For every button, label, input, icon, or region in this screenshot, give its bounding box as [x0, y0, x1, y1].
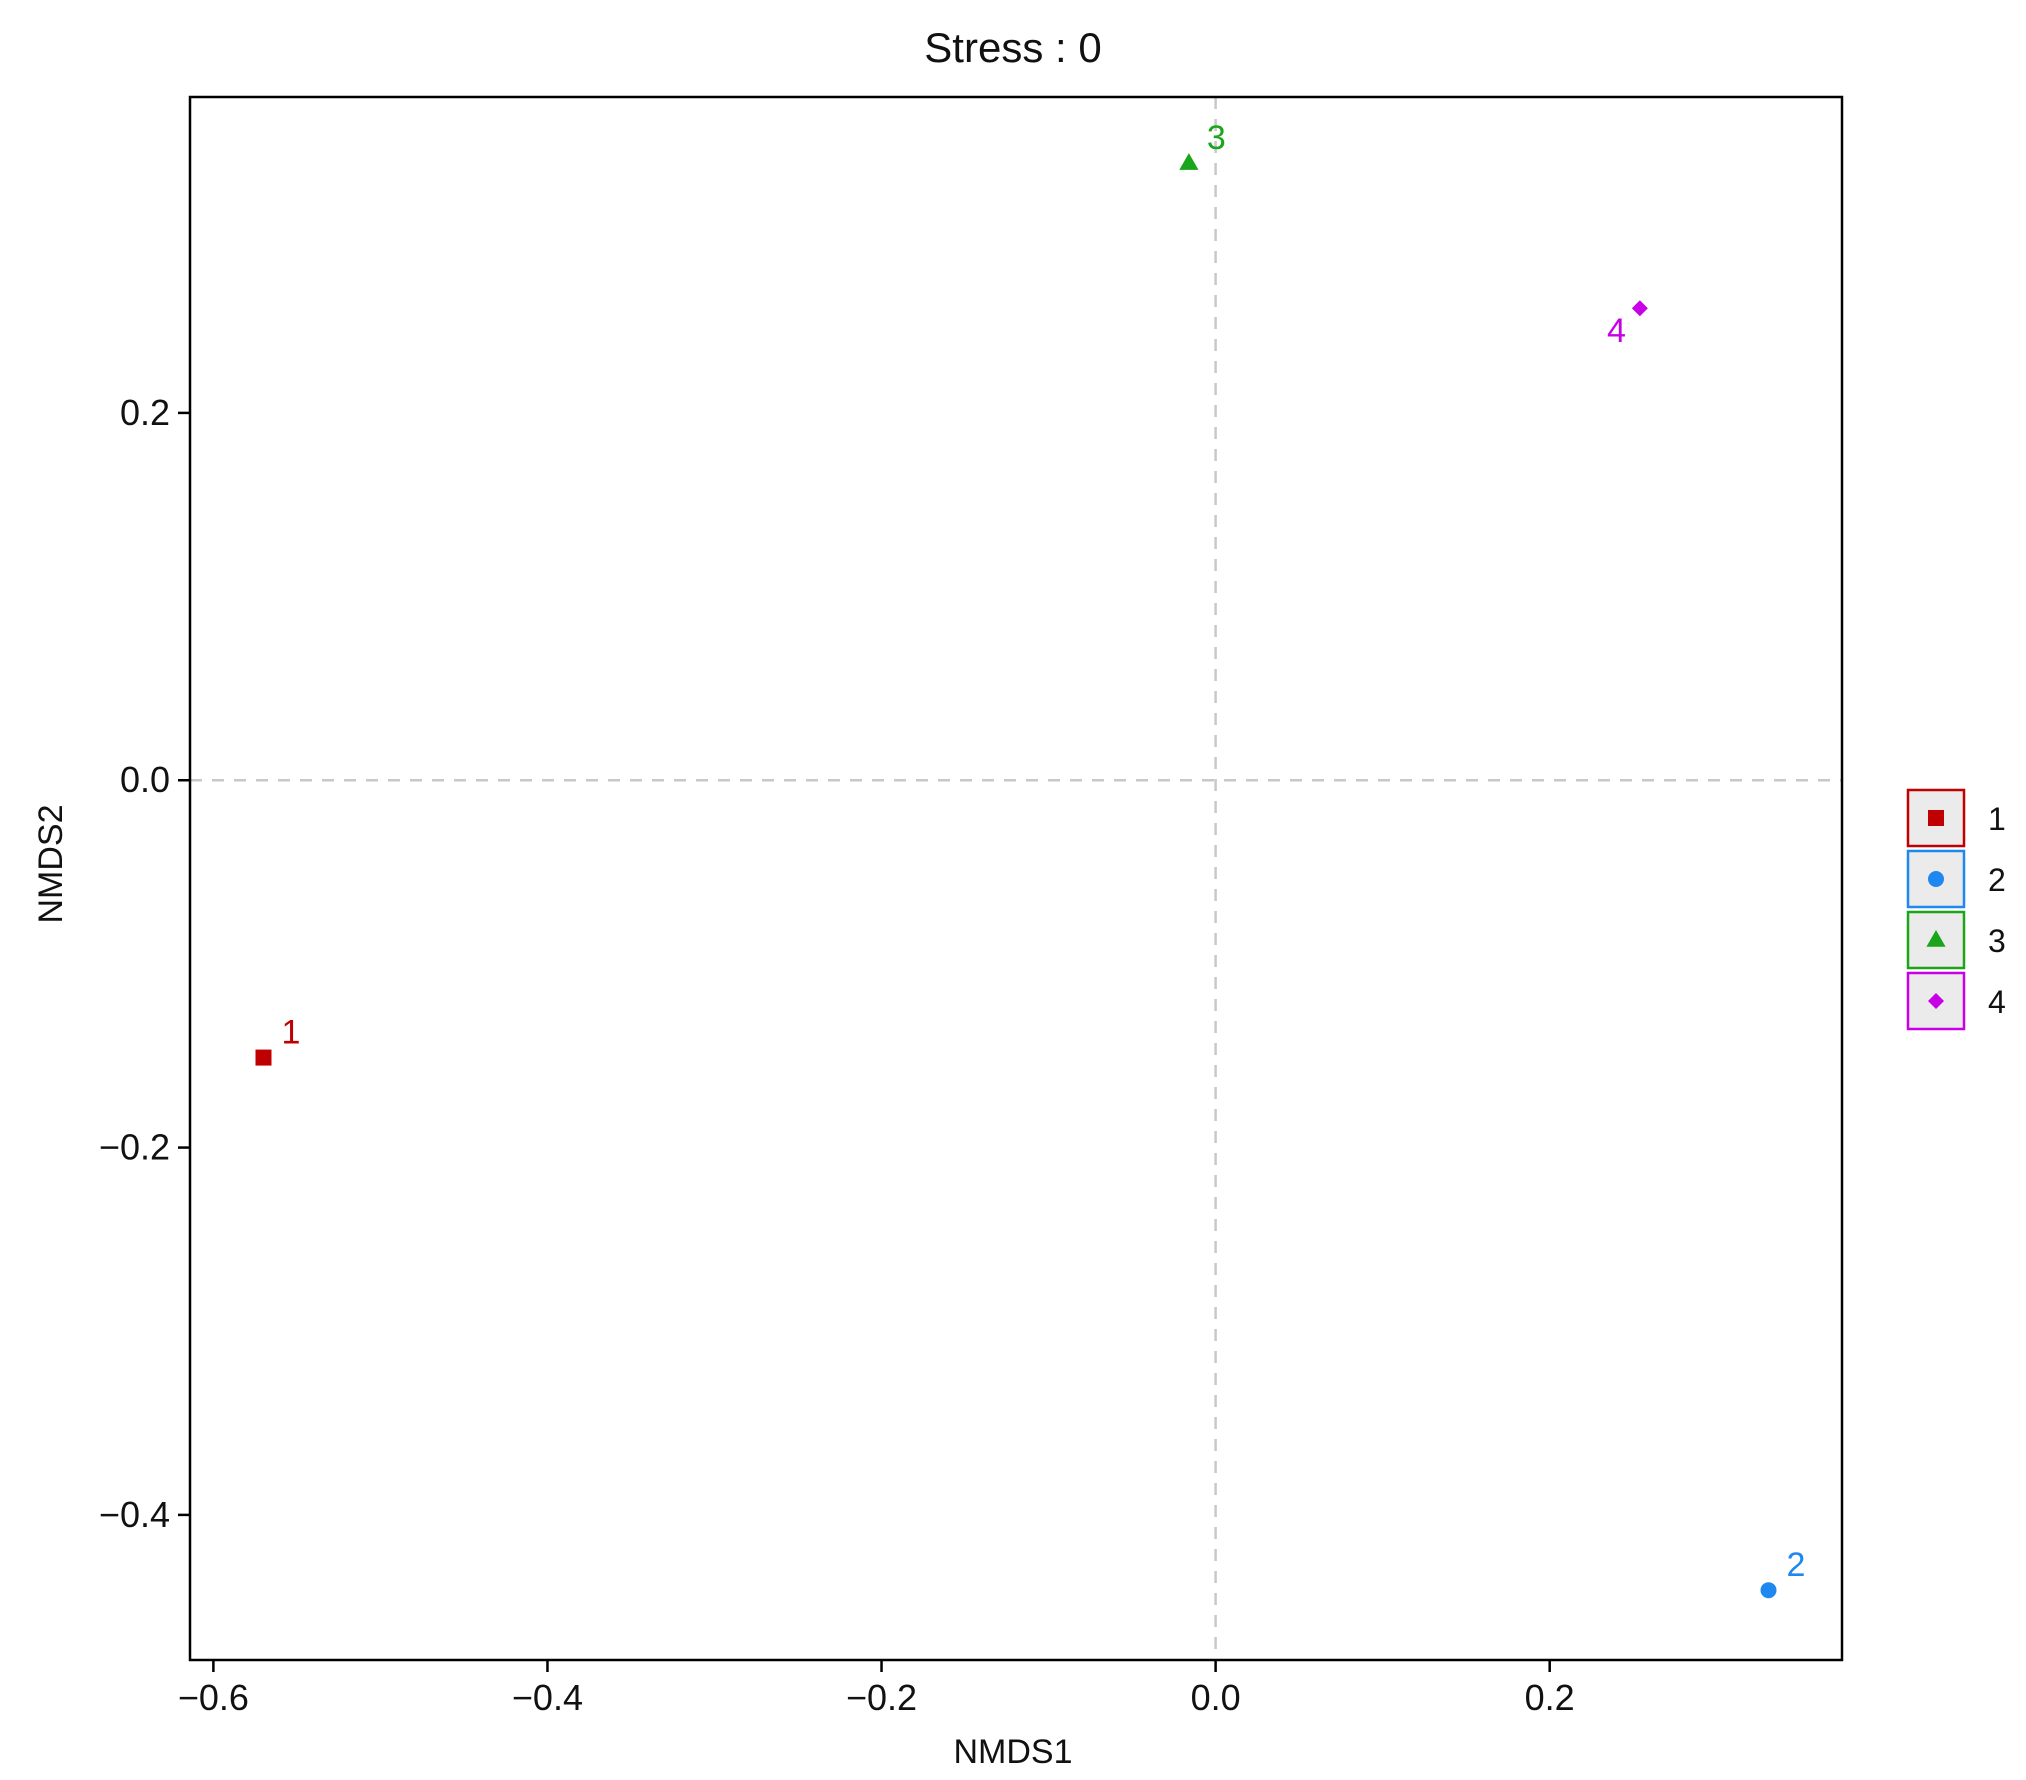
data-points: 1 2 3 4: [255, 119, 1806, 1599]
x-tick-label: 0.0: [1191, 1677, 1241, 1718]
data-point-4: [1631, 300, 1648, 317]
plot-frame: [188, 95, 1844, 1662]
legend-label-1: 1: [1988, 801, 2006, 837]
reference-lines: [190, 97, 1842, 1660]
legend-symbol-1: [1928, 810, 1944, 826]
x-tick-label: 0.2: [1525, 1677, 1575, 1718]
y-tick-label: −0.2: [99, 1127, 170, 1168]
y-tick-label: −0.4: [99, 1494, 170, 1535]
legend: 1 2 3 4: [1906, 788, 2006, 1031]
data-label-1: 1: [281, 1014, 300, 1052]
legend-symbol-2: [1928, 871, 1944, 887]
x-axis-label: NMDS1: [953, 1733, 1072, 1771]
data-label-2: 2: [1787, 1546, 1806, 1584]
y-axis: −0.4 −0.2 0.0 0.2: [99, 392, 190, 1535]
legend-label-4: 4: [1988, 984, 2006, 1020]
y-tick-label: 0.2: [120, 392, 170, 433]
x-tick-label: −0.2: [846, 1677, 917, 1718]
data-point-1: [255, 1049, 272, 1066]
data-point-3: [1179, 153, 1199, 170]
data-point-2: [1760, 1582, 1777, 1599]
chart-title: Stress : 0: [924, 24, 1101, 71]
x-tick-label: −0.6: [178, 1677, 249, 1718]
data-label-4: 4: [1607, 312, 1626, 350]
data-label-3: 3: [1207, 119, 1226, 157]
legend-symbol-3: [1926, 930, 1946, 947]
legend-label-3: 3: [1988, 923, 2006, 959]
legend-symbol-4: [1928, 993, 1944, 1009]
legend-label-2: 2: [1988, 862, 2006, 898]
x-axis: −0.6 −0.4 −0.2 0.0 0.2: [178, 1660, 1575, 1718]
y-tick-label: 0.0: [120, 759, 170, 800]
x-tick-label: −0.4: [512, 1677, 583, 1718]
y-axis-label: NMDS2: [32, 804, 70, 923]
